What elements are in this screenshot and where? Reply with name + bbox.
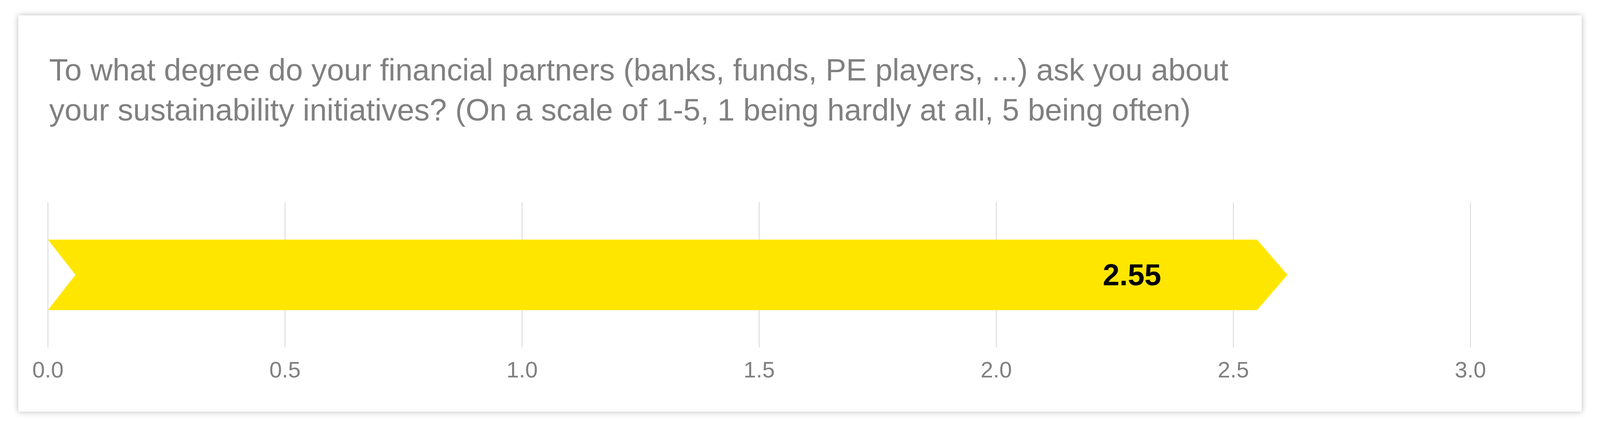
grid-line [1470, 202, 1471, 348]
data-label: 2.55 [1102, 257, 1162, 292]
tick-label: 2.0 [980, 356, 1012, 382]
tick-label: 3.0 [1454, 356, 1486, 382]
chart: 0.0 0.5 1.0 1.5 2.0 2.5 3.0 2.55 [0, 0, 1600, 430]
tick-label: 0.0 [32, 356, 64, 382]
title: To what degree do your financial partner… [49, 50, 1229, 130]
tick-label: 2.5 [1217, 356, 1249, 382]
grid-line [47, 202, 49, 348]
data-labels: 2.55 [1102, 257, 1162, 292]
tick-labels: 0.0 0.5 1.0 1.5 2.0 2.5 3.0 [32, 356, 1486, 382]
grid [47, 202, 1471, 348]
bar [47, 239, 1288, 310]
tick-label: 1.5 [743, 356, 775, 382]
tick-label: 0.5 [269, 356, 301, 382]
tick-label: 1.0 [506, 356, 538, 382]
bars [47, 239, 1288, 310]
